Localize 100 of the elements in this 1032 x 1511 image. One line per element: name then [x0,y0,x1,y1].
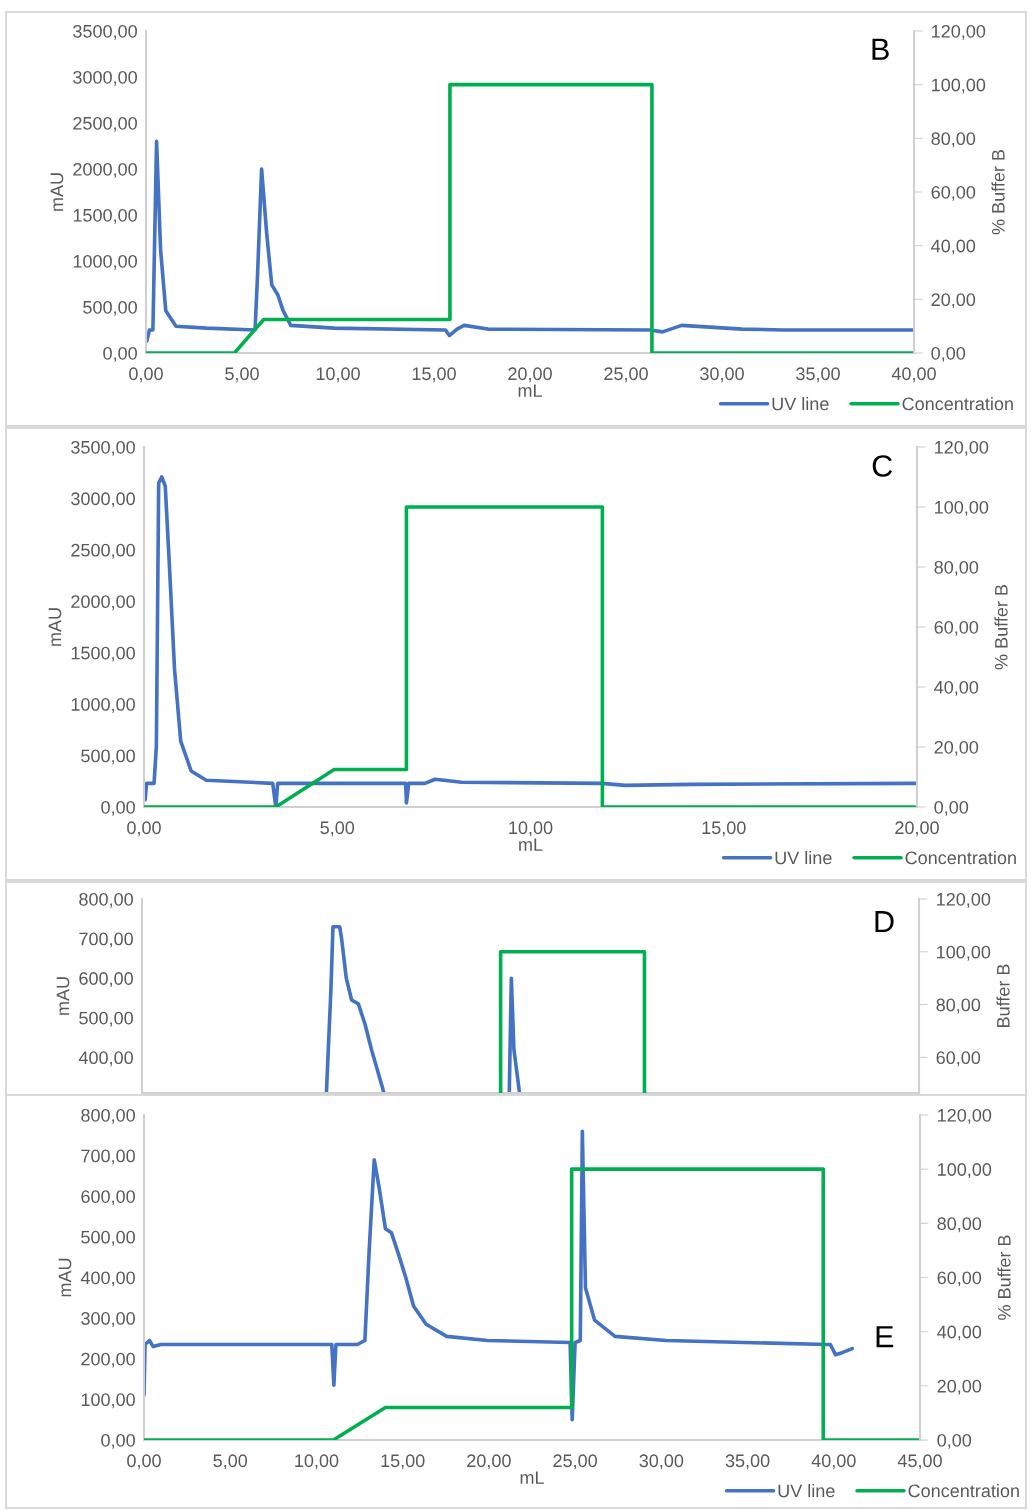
y-axis-title: mAU [56,977,70,1015]
x-tick-label: 20,00 [467,1454,511,1470]
x-tick-label: 10,00 [316,367,360,383]
y2-axis-title: % Buffer B [991,149,1005,235]
y-tick-label: 500,00 [79,1011,133,1027]
y-tick-label: 0,00 [101,800,135,816]
y2-tick-label: 60,00 [936,1051,981,1067]
y2-tick-label: 80,00 [934,560,979,576]
y2-axis-title: Buffer B [996,964,1010,1027]
y-tick-label: 2000,00 [73,162,137,178]
y2-tick-label: 0,00 [931,346,966,362]
x-axis-title: mL [520,1471,544,1484]
x-tick-label: 15,00 [702,821,746,837]
y2-tick-label: 100,00 [937,945,991,961]
annotation: E [876,1326,894,1348]
legend-label: UV line [778,1484,835,1498]
y-tick-label: 500,00 [83,300,137,316]
x-axis-title: mL [518,384,542,397]
y2-tick-label: 120,00 [937,892,991,908]
x-tick-label: 5,00 [213,1454,248,1470]
y-tick-label: 2000,00 [71,595,135,611]
y-tick-label: 800,00 [79,892,133,908]
x-tick-label: 0,00 [127,821,161,837]
y2-tick-label: 40,00 [931,239,976,255]
y-tick-label: 1000,00 [73,254,137,270]
x-axis-title: mL [519,838,543,851]
y-tick-label: 600,00 [81,1190,135,1206]
y2-tick-label: 100,00 [935,500,989,516]
y2-axis-title: % Buffer B [997,1235,1011,1320]
annotation: D [875,911,894,933]
y2-tick-label: 60,00 [931,185,976,201]
x-tick-label: 40,00 [891,367,936,383]
y-tick-label: 400,00 [80,1271,135,1287]
y-tick-label: 300,00 [81,1312,135,1327]
y-tick-label: 3500,00 [73,24,137,40]
x-tick-label: 35,00 [796,367,840,383]
y2-tick-label: 20,00 [934,740,979,756]
y-tick-label: 700,00 [79,932,133,948]
y2-tick-label: 0,00 [937,1433,972,1449]
y2-tick-label: 120,00 [938,1108,992,1124]
y2-tick-label: 0,00 [934,800,969,816]
y-tick-label: 100,00 [81,1393,135,1409]
y2-tick-label: 40,00 [937,1325,982,1341]
y2-tick-label: 120,00 [935,440,989,456]
y-tick-label: 600,00 [79,972,133,988]
x-tick-label: 10,00 [509,821,553,837]
y2-tick-label: 60,00 [937,1271,982,1287]
x-tick-label: 5,00 [225,367,259,383]
y-tick-label: 3000,00 [73,70,137,86]
y-tick-label: 3500,00 [71,440,135,456]
y-axis-title: mAU [58,1258,72,1297]
y2-tick-label: 20,00 [937,1379,982,1395]
x-tick-label: 25,00 [604,367,648,383]
x-tick-label: 40,00 [811,1454,856,1470]
y2-tick-label: 80,00 [936,998,981,1014]
x-tick-label: 30,00 [639,1454,684,1470]
x-tick-label: 0,00 [127,1454,161,1470]
y2-tick-label: 100,00 [938,1163,992,1179]
legend-label: Concentration [902,397,1013,411]
y-tick-label: 800,00 [81,1108,135,1124]
x-tick-label: 15,00 [412,367,456,383]
x-tick-label: 25,00 [553,1454,597,1470]
y-tick-label: 3000,00 [71,492,135,508]
x-tick-label: 30,00 [700,367,744,383]
y-axis-title: mAU [50,173,64,211]
y2-axis-title: % Buffer B [994,584,1008,670]
y-tick-label: 500,00 [81,1230,135,1246]
legend-label: UV line [772,397,829,411]
annotation: B [872,38,889,60]
y2-tick-label: 80,00 [931,132,976,148]
y-tick-label: 200,00 [81,1352,135,1368]
annotation: C [872,455,893,477]
y-tick-label: 2500,00 [71,543,135,559]
line-series [146,139,914,343]
legend-label: Concentration [908,1484,1019,1498]
x-tick-label: 0,00 [129,367,163,383]
y2-tick-label: 40,00 [934,680,979,696]
y2-tick-label: 20,00 [931,293,976,309]
y-tick-label: 500,00 [81,749,135,765]
y-tick-label: 0,00 [103,346,137,362]
x-tick-label: 20,00 [508,367,552,383]
y2-tick-label: 100,00 [932,78,986,94]
legend-label: UV line [775,851,832,865]
x-tick-label: 10,00 [295,1454,339,1470]
y-tick-label: 1500,00 [71,646,135,662]
y2-tick-label: 80,00 [937,1217,982,1233]
x-tick-label: 15,00 [381,1454,425,1470]
y-axis-title: mAU [48,608,62,646]
x-tick-label: 20,00 [895,821,939,837]
y-tick-label: 0,00 [101,1433,135,1449]
y-tick-label: 1500,00 [73,208,137,224]
x-tick-label: 5,00 [320,821,355,837]
y2-tick-label: 120,00 [932,24,986,40]
y2-tick-label: 60,00 [934,620,979,636]
y-tick-label: 1000,00 [71,698,135,713]
y-tick-label: 400,00 [78,1051,133,1067]
y-tick-label: 700,00 [81,1149,135,1165]
x-tick-label: 35,00 [725,1454,770,1470]
line-series [144,1129,855,1422]
y-tick-label: 2500,00 [73,116,137,132]
